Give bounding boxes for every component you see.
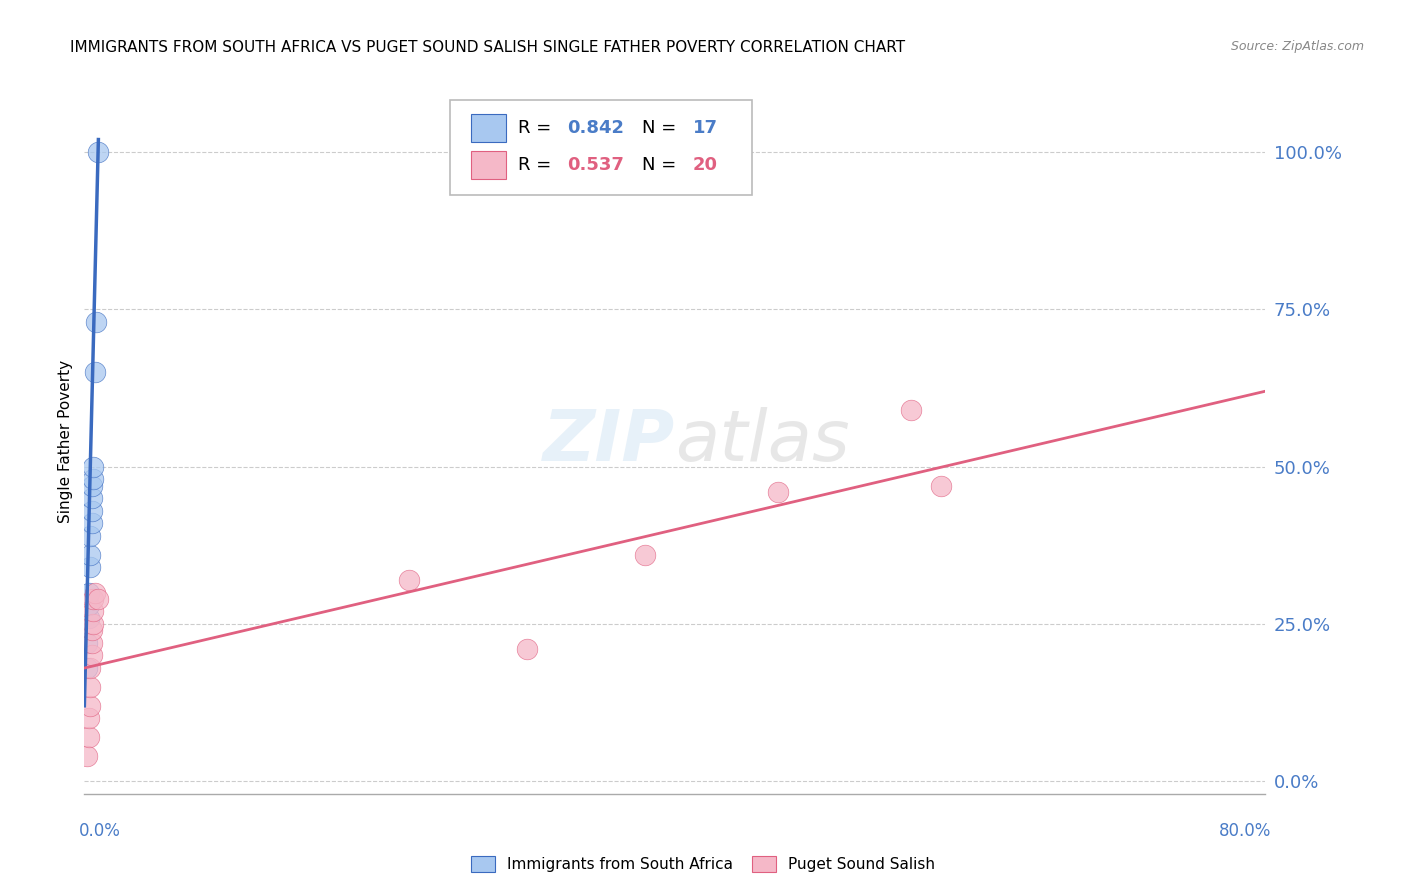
Text: N =: N = [641,119,682,137]
Text: 20: 20 [693,155,717,174]
Point [80,516,103,531]
Text: Source: ZipAtlas.com: Source: ZipAtlas.com [1230,40,1364,54]
Point [80,636,103,650]
Point [77,711,100,725]
Point [80,478,103,492]
Point [77,611,100,625]
Point [82,617,104,632]
Point [516,642,538,657]
Point [80,491,103,505]
Point [82,591,104,606]
Point [79,680,101,694]
Text: 0.0%: 0.0% [79,822,121,840]
FancyBboxPatch shape [450,100,752,194]
Text: 17: 17 [693,119,717,137]
Text: 0.842: 0.842 [568,119,624,137]
Point [79,661,101,675]
Bar [471,151,506,178]
Point [79,698,101,713]
Text: ZIP: ZIP [543,407,675,476]
Y-axis label: Single Father Poverty: Single Father Poverty [58,360,73,523]
Text: 0.537: 0.537 [568,155,624,174]
Point [634,548,657,562]
Point [77,598,100,612]
Text: N =: N = [641,155,682,174]
Point [76,661,98,675]
Point [79,560,101,574]
Point [77,585,100,599]
Point [82,459,104,474]
Point [80,504,103,518]
Text: IMMIGRANTS FROM SOUTH AFRICA VS PUGET SOUND SALISH SINGLE FATHER POVERTY CORRELA: IMMIGRANTS FROM SOUTH AFRICA VS PUGET SO… [70,40,905,55]
Point [86,145,108,160]
Text: R =: R = [517,155,557,174]
Point [76,749,98,764]
Point [80,648,103,663]
Point [929,478,952,492]
Bar [471,114,506,142]
Point [83,365,105,379]
Legend: Immigrants from South Africa, Puget Sound Salish: Immigrants from South Africa, Puget Soun… [463,848,943,880]
Point [79,548,101,562]
Text: atlas: atlas [675,407,849,476]
Point [79,529,101,543]
Point [900,403,922,417]
Text: R =: R = [517,119,557,137]
Point [77,731,100,745]
Point [82,472,104,486]
Point [84,315,107,329]
Point [76,636,98,650]
Point [83,585,105,599]
Point [768,484,790,499]
Text: 80.0%: 80.0% [1219,822,1271,840]
Point [82,604,104,618]
Point [86,591,108,606]
Point [80,624,103,638]
Point [398,573,420,587]
